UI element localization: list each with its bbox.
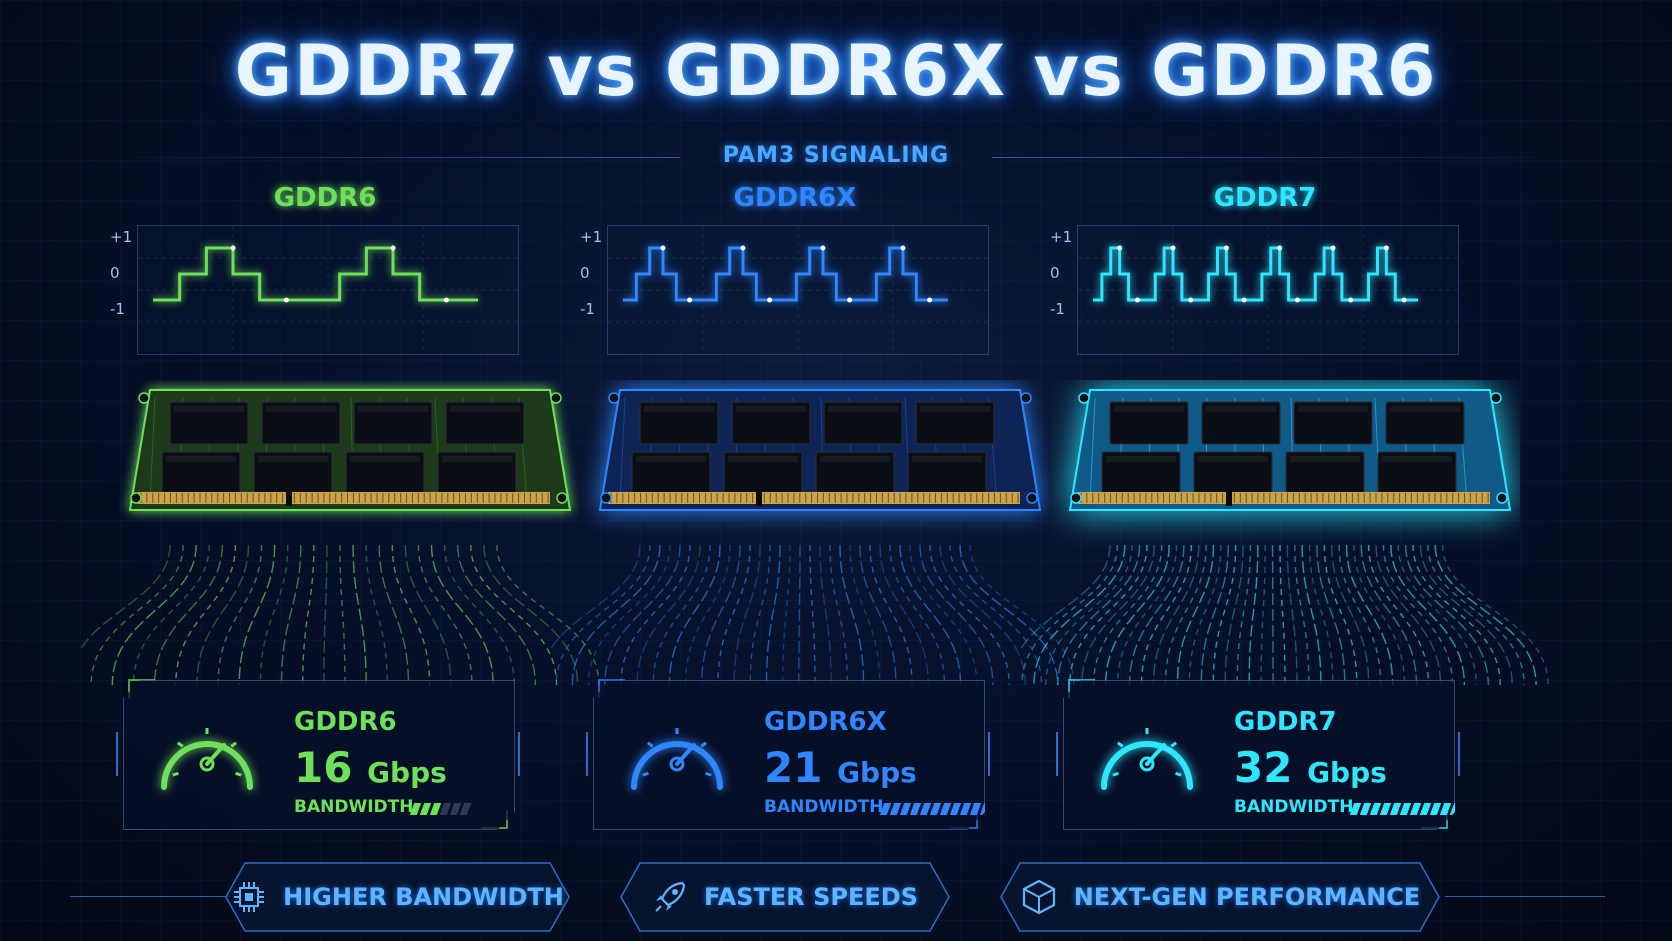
speed-unit: Gbps	[367, 756, 447, 789]
page-title: GDDR7 vs GDDR6X vs GDDR6	[234, 30, 1438, 112]
bandwidth-segment	[1470, 803, 1481, 815]
feature-frame	[620, 862, 950, 932]
card-memory-name: GDDR7	[1234, 707, 1337, 737]
card-memory-name: GDDR6X	[764, 707, 887, 737]
axis-label-minus1: -1	[1050, 300, 1065, 318]
bandwidth-segment	[460, 803, 471, 815]
bandwidth-label: BANDWIDTH	[764, 797, 884, 817]
chip-icon	[234, 882, 265, 912]
axis-label-zero: 0	[1050, 264, 1060, 282]
memory-module	[128, 389, 572, 511]
feature-label: NEXT-GEN PERFORMANCE	[1073, 883, 1421, 911]
signal-scope: +1 0 -1	[110, 225, 519, 355]
feature-higher-bandwidth: HIGHER BANDWIDTH	[225, 862, 570, 932]
cube-icon	[1022, 879, 1055, 915]
bandwidth-label: BANDWIDTH	[1234, 797, 1354, 817]
bandwidth-label: BANDWIDTH	[294, 797, 414, 817]
column-label: GDDR6	[273, 183, 377, 213]
data-streams	[1020, 545, 1549, 685]
column-label: GDDR6X	[733, 183, 857, 213]
card-memory-name: GDDR6	[294, 707, 397, 737]
speed-card: GDDR6X 21 Gbps BANDWIDTH	[593, 680, 985, 830]
speedometer-icon	[622, 709, 732, 799]
feature-label: FASTER SPEEDS	[704, 883, 918, 911]
speedometer-icon	[152, 709, 262, 799]
speed-value: 16	[294, 743, 353, 792]
signal-scope: +1 0 -1	[580, 225, 989, 355]
subtitle: PAM3 SIGNALING	[722, 143, 950, 168]
axis-label-zero: 0	[110, 264, 120, 282]
speed-value: 21	[764, 743, 823, 792]
signal-waveform	[1078, 226, 1458, 354]
feature-label: HIGHER BANDWIDTH	[283, 883, 564, 911]
axis-label-minus1: -1	[110, 300, 125, 318]
column-gddr6x: GDDR6X +1 0 -1 GDDR6X 21 Gbps BANDWIDTH	[535, 0, 1075, 941]
column-gddr7: GDDR7 +1 0 -1 GDDR7 32 Gbps BANDWIDTH	[1005, 0, 1549, 941]
bandwidth-segment	[1480, 803, 1491, 815]
feature-faster-speeds: FASTER SPEEDS	[620, 862, 950, 932]
data-streams	[550, 545, 1075, 685]
signal-scope: +1 0 -1	[1050, 225, 1459, 355]
subtitle-line-left	[100, 157, 680, 158]
feature-next-gen-performance: NEXT-GEN PERFORMANCE	[1000, 862, 1440, 932]
bottom-line-right	[1445, 896, 1605, 897]
data-streams	[80, 545, 600, 685]
speed-card: GDDR7 32 Gbps BANDWIDTH	[1063, 680, 1455, 830]
bandwidth-meter	[412, 803, 469, 815]
card-speed: 21 Gbps	[764, 743, 917, 792]
axis-label-minus1: -1	[580, 300, 595, 318]
axis-label-plus1: +1	[1050, 228, 1073, 246]
bandwidth-segment	[1460, 803, 1471, 815]
bandwidth-meter	[1352, 803, 1489, 815]
bandwidth-meter	[882, 803, 1019, 815]
bottom-line-left	[70, 896, 230, 897]
axis-label-plus1: +1	[580, 228, 603, 246]
signal-waveform	[608, 226, 988, 354]
speed-unit: Gbps	[1307, 756, 1387, 789]
subtitle-line-right	[992, 157, 1572, 158]
card-speed: 32 Gbps	[1234, 743, 1387, 792]
speedometer-icon	[1092, 709, 1202, 799]
signal-waveform	[138, 226, 518, 354]
subtitle-bar: PAM3 SIGNALING	[100, 143, 1572, 173]
axis-label-zero: 0	[580, 264, 590, 282]
bandwidth-segment	[990, 803, 1001, 815]
speed-unit: Gbps	[837, 756, 917, 789]
feature-frame	[225, 862, 570, 932]
speed-card: GDDR6 16 Gbps BANDWIDTH	[123, 680, 515, 830]
memory-module	[1068, 389, 1512, 511]
rocket-icon	[655, 881, 686, 912]
card-speed: 16 Gbps	[294, 743, 447, 792]
column-gddr6: GDDR6 +1 0 -1 GDDR6 16 Gbps BANDWIDTH	[65, 0, 600, 941]
speed-value: 32	[1234, 743, 1293, 792]
feature-frame	[1000, 862, 1440, 932]
column-label: GDDR7	[1213, 183, 1317, 213]
axis-label-plus1: +1	[110, 228, 133, 246]
memory-module	[598, 389, 1042, 511]
